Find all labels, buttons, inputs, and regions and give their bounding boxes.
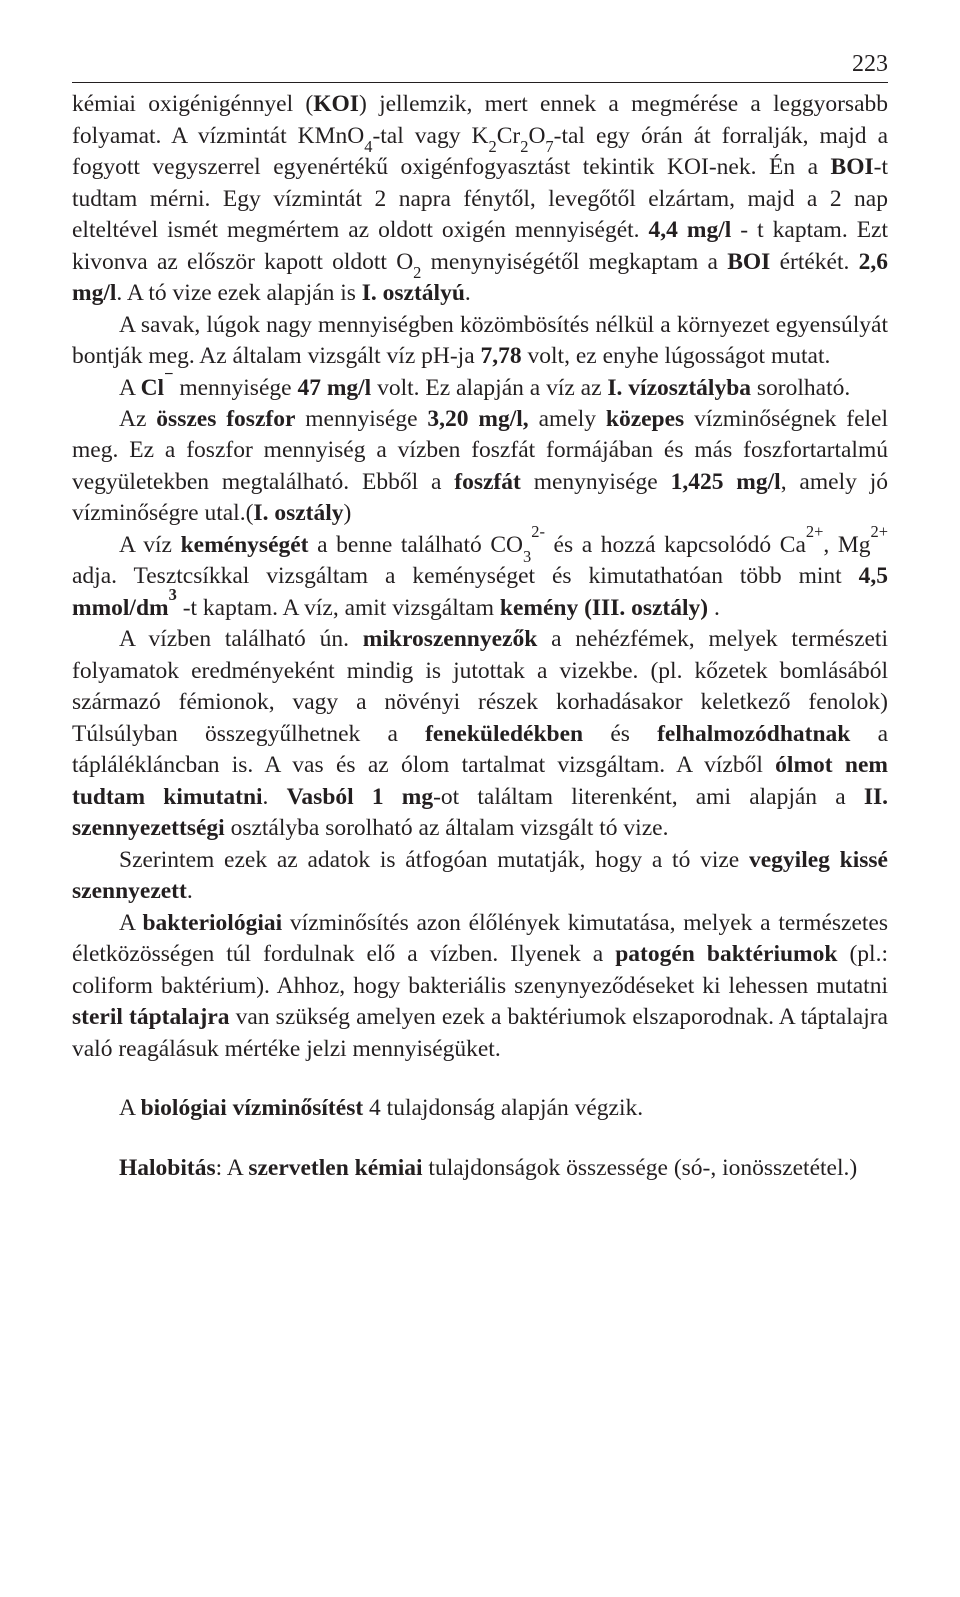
bold-term: közepes [606,406,684,432]
text: mennyisége [295,406,427,432]
bold-term: biológiai vízminősítést [141,1095,364,1121]
text: A víz [119,532,181,558]
subscript: 2 [413,263,421,282]
text: -t kaptam. A víz, amit vizsgáltam [177,595,500,621]
paragraph-8: A bakteriológiai vízminősítés azon élőlé… [72,908,888,1065]
text: , Mg [823,532,870,558]
superscript: 2+ [806,522,824,541]
text: a benne található CO [309,532,524,558]
text: mennyisége [173,375,297,401]
paragraph-9: A biológiai vízminősítést 4 tulajdonság … [72,1093,888,1124]
text: -ot találtam literenként, ami alapján a [433,784,864,810]
paragraph-4: Az összes foszfor mennyisége 3,20 mg/l, … [72,404,888,530]
page-number: 223 [72,48,888,83]
text: Az [119,406,156,432]
paragraph-3: A Cl− mennyisége 47 mg/l volt. Ez alapjá… [72,373,888,404]
text: meny­nyiségétől megkaptam a [421,249,727,275]
text: A [119,910,142,936]
text: sorolható. [751,375,850,401]
bold-term: patogén baktériumok [615,941,837,967]
text: Cr [497,123,521,149]
bold-term: felhalmozódhatnak [657,721,850,747]
subscript: 2 [520,137,528,156]
spacer [72,1065,888,1093]
bold-term: Halobitás [119,1155,216,1181]
bold-value: 4,4 mg/l [649,217,732,243]
bold-term: bakteriológiai [142,910,282,936]
text: . A tó vize ezek alapján is [116,280,361,306]
bold-value: 7,78 [481,343,522,369]
bold-value: 1,425 mg/l [671,469,781,495]
paragraph-5: A víz keménységét a benne található CO32… [72,530,888,624]
bold-class: I. osztályú [362,280,465,306]
text: A vízben található ún. [119,626,363,652]
text: O [528,123,545,149]
text: tulajdonságok összessége (só-, ion­össze… [423,1155,858,1181]
bold-term: Vasból 1 mg [287,784,434,810]
text: A [119,375,141,401]
bold-term: szervetlen kémiai [248,1155,422,1181]
paragraph-7: Szerintem ezek az adatok is átfogóan mut… [72,845,888,908]
text: . [708,595,720,621]
bold-value: 47 mg/l [297,375,371,401]
paragraph-10: Halobitás: A szervetlen kémiai tulajdons… [72,1153,888,1184]
text: : A [216,1155,249,1181]
text: amely [529,406,606,432]
text: osztályba sorolható az általam vizsgált … [225,815,669,841]
text: . [187,878,193,904]
bold-term: foszfát [454,469,521,495]
bold-class: I. vízosztályba [607,375,751,401]
subscript: 2 [489,137,497,156]
superscript: 2+ [871,522,889,541]
text: . [263,784,287,810]
bold-term: feneküledékben [425,721,583,747]
subscript: 7 [545,137,553,156]
text: Szerintem ezek az adatok is átfogóan mut… [119,847,749,873]
paragraph-1: kémiai oxigénigénnyel (KOI) jellemzik, m… [72,89,888,309]
subscript: 3 [523,547,531,566]
text: volt, ez enyhe lúgosságot mutat. [522,343,831,369]
bold-cl: Cl [141,375,165,401]
text: ) [344,500,352,526]
bold-boi: BOI [831,154,874,180]
paragraph-2: A savak, lúgok nagy mennyiségben közömbö… [72,310,888,373]
spacer [72,1125,888,1153]
bold-boi: BOI [727,249,770,275]
bold-value: 3,20 mg/l, [427,406,528,432]
text: A [119,1095,141,1121]
text: adja. Tesztcsíkkal vizsgáltam a keménysé… [72,563,859,589]
bold-term: összes foszfor [156,406,295,432]
text: . [465,280,471,306]
bold-koi: KOI [313,91,359,117]
paragraph-6: A vízben található ún. mikroszennyezők a… [72,624,888,844]
text: és [583,721,657,747]
text: és a hozzá kapcsolódó Ca [545,532,806,558]
text: értékét. [770,249,858,275]
bold-term: keménységét [181,532,309,558]
text: -tal vagy K [372,123,488,149]
text: meny­nyisége [521,469,671,495]
subscript: 4 [364,137,372,156]
bold-class: I. osztály [253,500,343,526]
bold-class: kemény (III. osztály) [500,595,708,621]
text: 4 tulajdonság alapján végzik. [363,1095,643,1121]
superscript: 2- [531,522,545,541]
bold-term: mikroszennyezők [363,626,538,652]
bold-term: steril táptalajra [72,1004,230,1030]
text: kémiai oxigénigénnyel ( [72,91,313,117]
superscript-bold: 3 [169,595,177,621]
text: volt. Ez alapján a víz az [371,375,607,401]
